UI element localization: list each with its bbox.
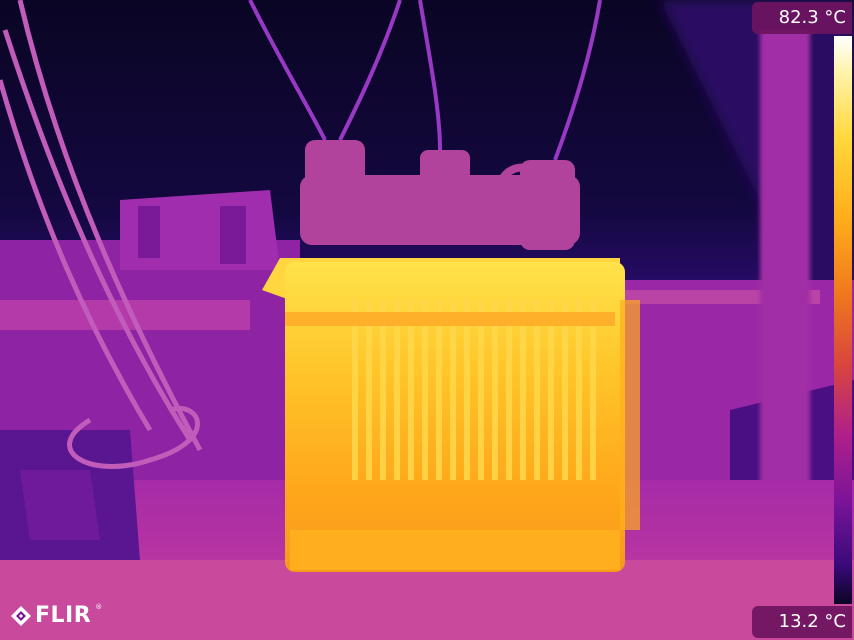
cooling-fin [436, 300, 442, 480]
cooling-fin [408, 300, 414, 480]
temperature-color-scale [834, 36, 852, 604]
cooling-fin [506, 300, 512, 480]
cooling-fin [534, 300, 540, 480]
cooling-fin [590, 300, 596, 480]
flir-logo-icon [11, 605, 31, 626]
cooling-fin [450, 300, 456, 480]
brand-label: FLIR [35, 603, 92, 628]
min-temperature-label: 13.2 °C [752, 606, 852, 638]
cooling-fin [464, 300, 470, 480]
cooling-fin [492, 300, 498, 480]
cooling-fin [366, 300, 372, 480]
registered-mark: ® [95, 602, 103, 611]
cooling-fin [562, 300, 568, 480]
flir-logo: FLIR ® [10, 603, 103, 628]
cooling-fin [478, 300, 484, 480]
cooling-fin [548, 300, 554, 480]
cooling-fin [422, 300, 428, 480]
cooling-fin [520, 300, 526, 480]
cooling-fin [352, 300, 358, 480]
max-temperature-label: 82.3 °C [752, 2, 852, 34]
cooling-fin [380, 300, 386, 480]
cooling-fin [394, 300, 400, 480]
cooling-fin [576, 300, 582, 480]
